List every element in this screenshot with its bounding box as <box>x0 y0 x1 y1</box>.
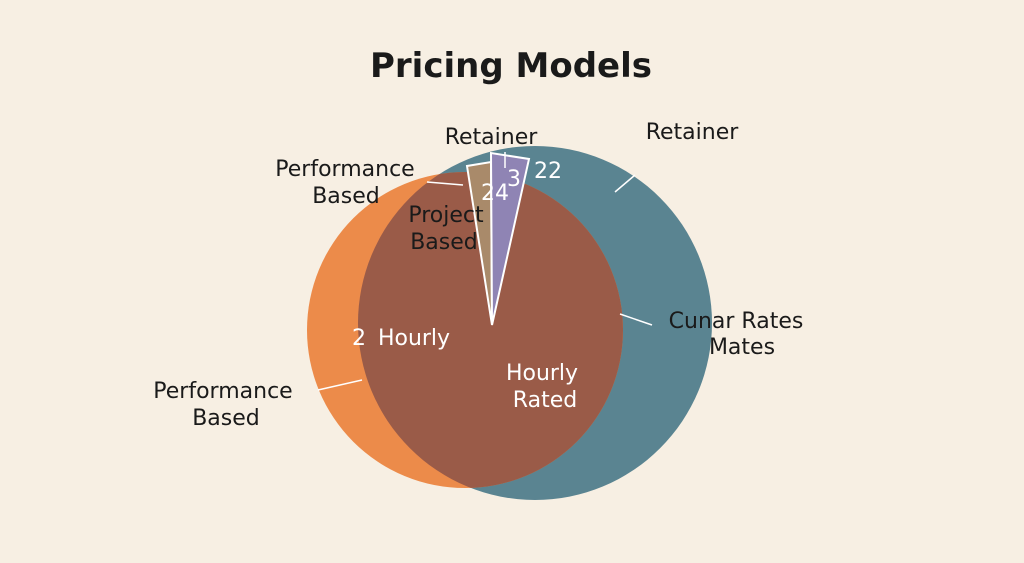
leader-performance-bottom <box>317 379 363 391</box>
hourly-rated-overlap <box>358 172 623 488</box>
data-label-22: 22 <box>534 159 562 184</box>
data-label-24: 24 <box>481 181 509 206</box>
label-cunar-2: Mates <box>709 335 775 360</box>
label-performance-bottom-2: Based <box>192 406 260 431</box>
data-label-2: 2 <box>352 326 366 351</box>
label-cunar-1: Cunar Rates <box>669 309 804 334</box>
label-project-based-1: Project <box>408 203 484 228</box>
label-performance-top-1: Performance <box>275 157 414 182</box>
label-hourly-center-1: Hourly <box>506 361 578 386</box>
data-label-3: 3 <box>507 167 521 192</box>
retainer-wedge <box>489 151 531 326</box>
leader-lines <box>317 152 653 391</box>
label-performance-top-2: Based <box>312 184 380 209</box>
chart-title: Pricing Models <box>370 46 652 86</box>
label-project-based-2: Based <box>410 230 478 255</box>
leader-cunar <box>619 313 653 326</box>
label-hourly-center-2: Rated <box>513 388 577 413</box>
leader-retainer-right <box>614 174 636 193</box>
label-retainer-top: Retainer <box>445 125 539 150</box>
leader-performance-top <box>426 181 464 186</box>
label-hourly-left: Hourly <box>378 326 450 351</box>
label-retainer-right: Retainer <box>646 120 740 145</box>
label-performance-bottom-1: Performance <box>153 379 292 404</box>
